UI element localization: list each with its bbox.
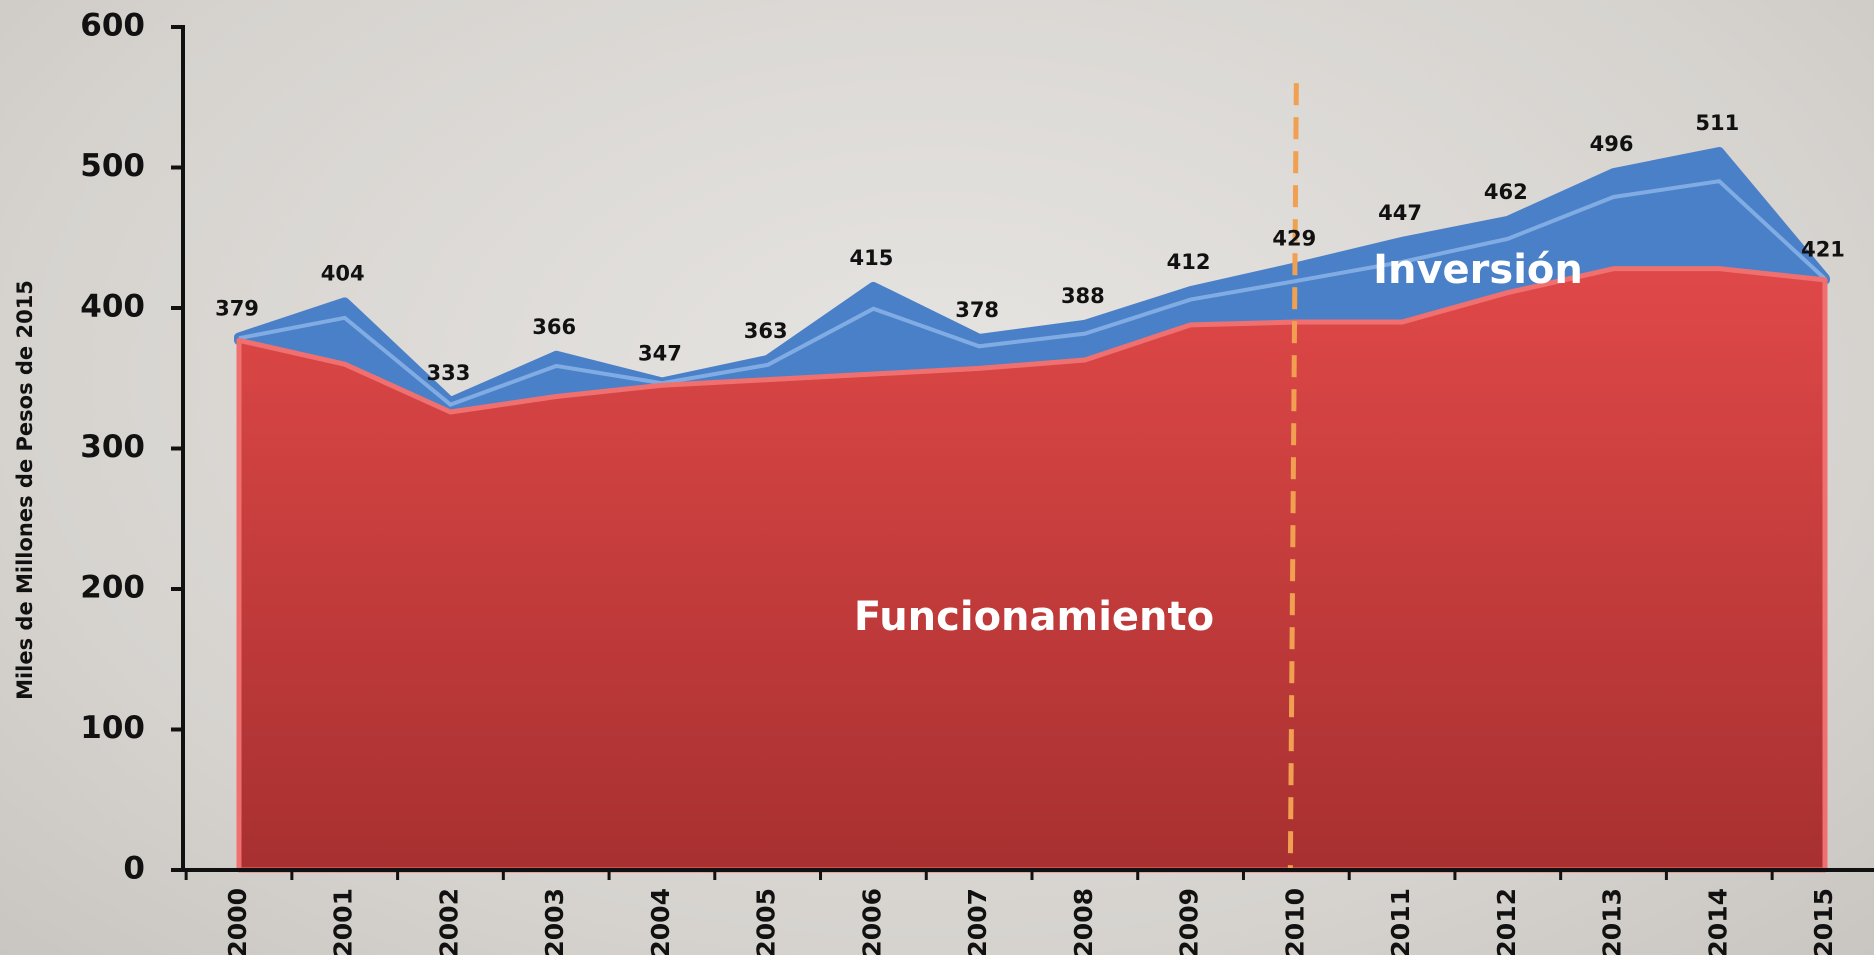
x-tick-label: 2001	[329, 888, 358, 955]
y-axis-label: Miles de Millones de Pesos de 2015	[13, 280, 37, 700]
x-tick-label: 2014	[1703, 888, 1732, 955]
x-tick-label: 2008	[1069, 888, 1098, 955]
y-tick-label: 500	[80, 148, 145, 184]
x-tick-label: 2011	[1386, 888, 1415, 955]
data-label: 447	[1378, 201, 1422, 225]
y-tick-label: 300	[80, 429, 145, 465]
series-label: Funcionamiento	[854, 594, 1214, 640]
x-tick-label: 2005	[752, 888, 781, 955]
data-label: 388	[1061, 284, 1105, 308]
x-tick-label: 2000	[223, 888, 252, 955]
y-tick-label: 400	[80, 289, 145, 325]
x-tick-label: 2004	[646, 888, 675, 955]
data-label: 404	[321, 261, 365, 285]
x-tick-label: 2009	[1175, 888, 1204, 955]
data-label: 333	[427, 361, 471, 385]
x-tick-label: 2012	[1492, 888, 1521, 955]
series-label: Inversión	[1373, 247, 1583, 293]
data-label: 347	[638, 341, 682, 365]
y-tick-label: 100	[80, 710, 145, 746]
data-label: 429	[1272, 226, 1316, 250]
y-tick-label: 0	[123, 851, 145, 887]
x-tick-label: 2010	[1280, 888, 1309, 955]
y-tick-label: 200	[80, 570, 145, 606]
x-tick-label: 2006	[857, 888, 886, 955]
data-label: 366	[532, 315, 576, 339]
data-label: 421	[1801, 237, 1845, 261]
reference-line	[1287, 83, 1299, 871]
x-tick-label: 2013	[1598, 888, 1627, 955]
data-label: 379	[215, 297, 259, 321]
data-label: 496	[1590, 132, 1634, 156]
funcionamiento-area	[236, 266, 1828, 873]
x-tick-label: 2007	[963, 888, 992, 955]
data-label: 412	[1167, 250, 1211, 274]
x-tick-label: 2003	[540, 888, 569, 955]
data-label: 363	[744, 319, 788, 343]
inversion-highlight	[238, 179, 1827, 407]
data-label: 378	[955, 298, 999, 322]
data-label: 415	[849, 246, 893, 270]
data-label: 511	[1695, 111, 1739, 135]
y-tick-label: 600	[80, 8, 145, 44]
data-label: 462	[1484, 180, 1528, 204]
x-tick-label: 2015	[1809, 888, 1838, 955]
x-tick-label: 2002	[434, 888, 463, 955]
